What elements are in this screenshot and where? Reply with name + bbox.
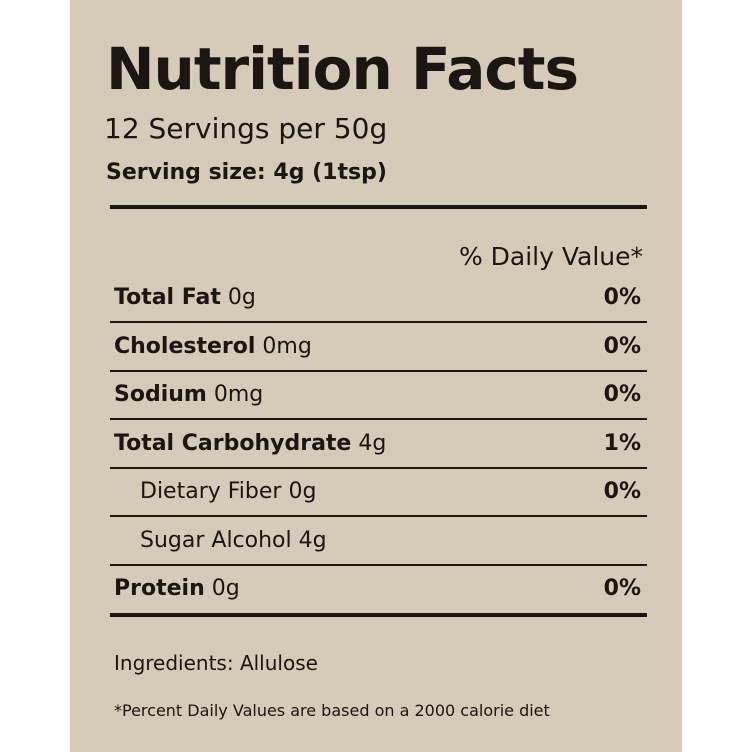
nutrient-name: Total Carbohydrate xyxy=(114,431,352,456)
nutrient-label: Sodium 0mg xyxy=(114,375,263,415)
nutrient-daily-value: 0% xyxy=(603,479,641,504)
bottom-thick-rule xyxy=(110,613,647,617)
nutrient-name: Sugar Alcohol 4g xyxy=(140,528,327,553)
nutrient-label: Total Carbohydrate 4g xyxy=(114,424,386,464)
ingredients-text: Ingredients: Allulose xyxy=(114,651,318,675)
row-divider xyxy=(110,467,647,469)
nutrient-daily-value: 1% xyxy=(603,431,641,456)
top-thick-rule xyxy=(110,205,647,209)
nutrient-amount: 0g xyxy=(227,285,256,310)
nutrient-name: Total Fat xyxy=(114,285,221,310)
nutrient-row-cholesterol: Cholesterol 0mg 0% xyxy=(110,327,647,367)
row-divider xyxy=(110,418,647,420)
nutrient-name: Cholesterol xyxy=(114,334,256,359)
nutrient-row-protein: Protein 0g 0% xyxy=(110,569,647,609)
nutrient-amount: 4g xyxy=(358,431,387,456)
nutrient-name: Dietary Fiber 0g xyxy=(140,479,317,504)
daily-value-footnote: *Percent Daily Values are based on a 200… xyxy=(114,701,550,720)
nutrition-label-panel: Nutrition Facts 12 Servings per 50g Serv… xyxy=(70,0,682,752)
nutrient-label: Protein 0g xyxy=(114,569,240,609)
nutrient-row-total-carbohydrate: Total Carbohydrate 4g 1% xyxy=(110,424,647,464)
nutrient-daily-value: 0% xyxy=(603,382,641,407)
nutrient-row-sodium: Sodium 0mg 0% xyxy=(110,375,647,415)
servings-per-container: 12 Servings per 50g xyxy=(104,112,388,145)
nutrient-name: Sodium xyxy=(114,382,207,407)
daily-value-header: % Daily Value* xyxy=(458,242,643,271)
nutrient-row-dietary-fiber: Dietary Fiber 0g 0% xyxy=(110,472,647,512)
nutrient-daily-value: 0% xyxy=(603,285,641,310)
nutrition-facts-title: Nutrition Facts xyxy=(106,35,579,103)
nutrient-amount: 0mg xyxy=(213,382,264,407)
nutrient-label: Cholesterol 0mg xyxy=(114,327,312,367)
nutrient-label: Total Fat 0g xyxy=(114,278,256,318)
nutrient-name: Protein xyxy=(114,576,205,601)
nutrient-daily-value: 0% xyxy=(603,334,641,359)
row-divider xyxy=(110,321,647,323)
nutrient-row-sugar-alcohol: Sugar Alcohol 4g xyxy=(110,521,647,561)
nutrient-amount: 0g xyxy=(211,576,240,601)
nutrient-daily-value: 0% xyxy=(603,576,641,601)
row-divider xyxy=(110,564,647,566)
serving-size: Serving size: 4g (1tsp) xyxy=(106,160,387,185)
nutrient-row-total-fat: Total Fat 0g 0% xyxy=(110,278,647,318)
row-divider xyxy=(110,370,647,372)
nutrient-amount: 0mg xyxy=(262,334,312,359)
row-divider xyxy=(110,515,647,517)
